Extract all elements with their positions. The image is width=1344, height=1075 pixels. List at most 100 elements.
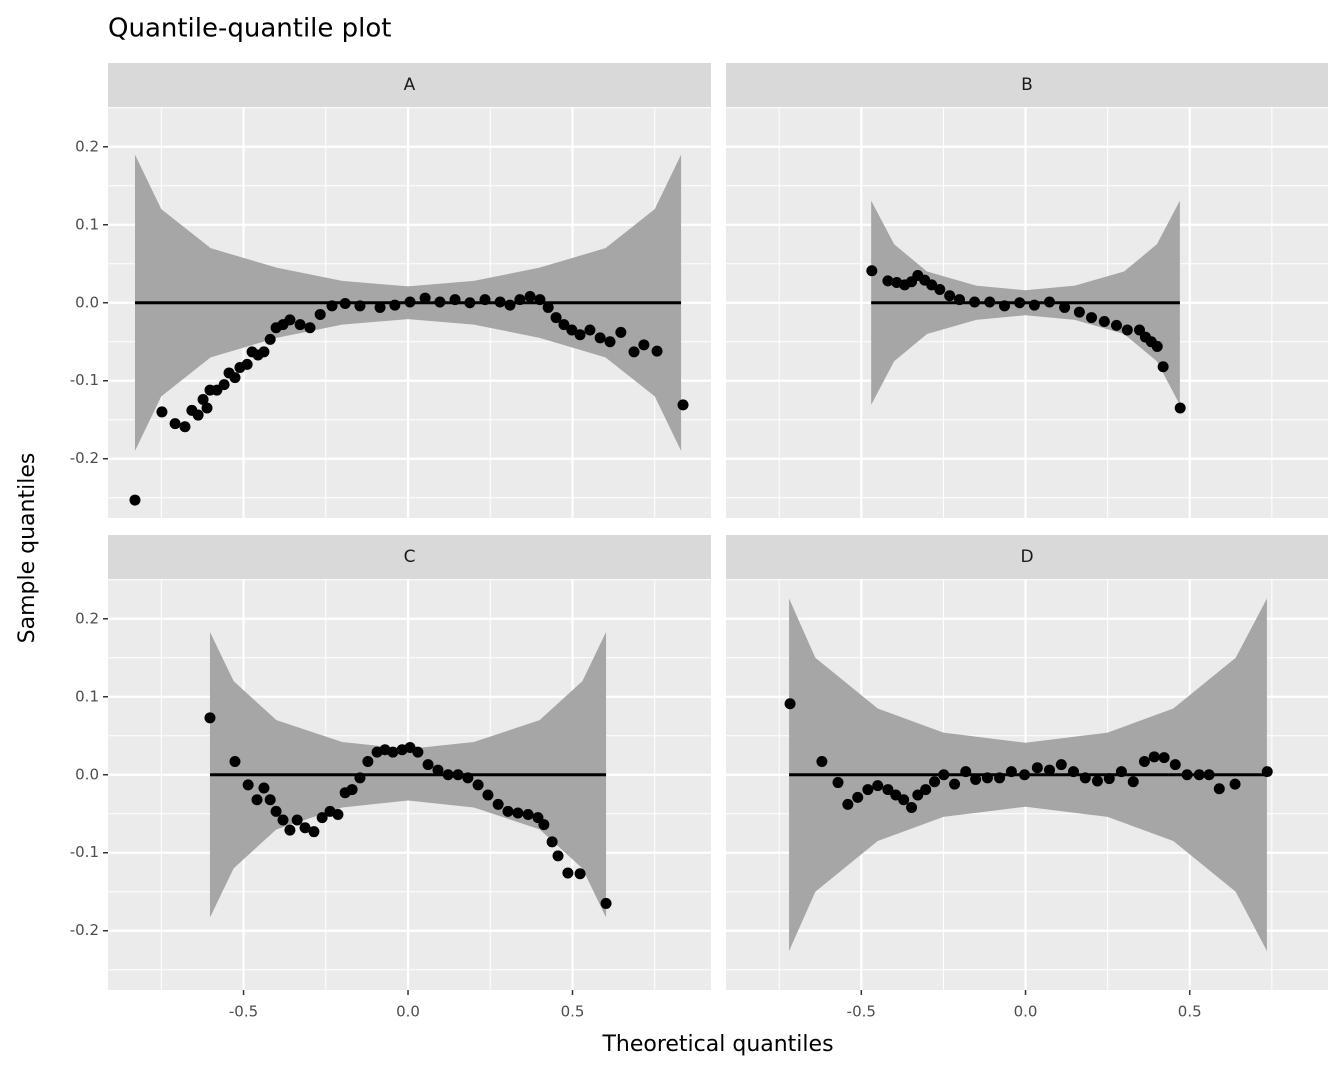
point: [472, 779, 484, 791]
point: [862, 784, 874, 796]
point: [299, 822, 311, 834]
point: [502, 805, 514, 817]
point: [304, 322, 316, 334]
y-tick-label: -0.1: [70, 843, 99, 861]
strip-label: D: [1020, 547, 1033, 567]
point: [994, 772, 1006, 784]
point: [404, 296, 416, 308]
point: [677, 399, 689, 411]
y-tick-label: -0.1: [70, 371, 99, 389]
point: [1073, 306, 1085, 318]
y-tick-label: 0.1: [75, 215, 99, 233]
point: [1019, 769, 1031, 781]
x-tick-label: -0.5: [229, 1003, 258, 1021]
y-tick-label: -0.2: [70, 921, 99, 939]
point: [926, 279, 938, 291]
point: [1138, 755, 1150, 767]
point: [1121, 324, 1133, 336]
point: [949, 778, 961, 790]
y-axis-title: Sample quantiles: [15, 453, 40, 644]
point: [258, 782, 270, 794]
point: [339, 298, 351, 310]
point: [938, 769, 950, 781]
point: [422, 759, 434, 771]
x-tick-label: 0.0: [396, 1003, 420, 1021]
x-tick-label: 0.5: [561, 1003, 585, 1021]
point: [1059, 301, 1071, 313]
point: [534, 294, 546, 306]
point: [197, 393, 209, 405]
point: [387, 746, 399, 758]
point: [1261, 766, 1273, 778]
point: [464, 297, 476, 309]
y-tick-label: 0.0: [75, 293, 99, 311]
point: [512, 807, 524, 819]
point: [969, 296, 981, 308]
point: [784, 698, 796, 710]
point: [1043, 764, 1055, 776]
point: [1229, 778, 1241, 790]
point: [374, 301, 386, 313]
point: [346, 784, 358, 796]
point: [1148, 751, 1160, 763]
point: [201, 402, 213, 414]
point: [594, 332, 606, 344]
point: [912, 789, 924, 801]
y-tick-label: 0.2: [75, 137, 99, 155]
point: [574, 329, 586, 341]
point: [332, 809, 344, 821]
point: [270, 805, 282, 817]
point: [1098, 315, 1110, 327]
point: [1005, 766, 1017, 778]
point: [558, 319, 570, 331]
point: [284, 314, 296, 326]
point: [514, 294, 526, 306]
point: [504, 299, 516, 311]
point: [1028, 299, 1040, 311]
point: [218, 379, 230, 391]
y-tick-label: 0.2: [75, 609, 99, 627]
point: [242, 779, 254, 791]
point: [241, 358, 253, 370]
y-tick-label: 0.0: [75, 765, 99, 783]
point: [638, 339, 650, 351]
point: [258, 346, 270, 358]
y-tick-label: 0.1: [75, 687, 99, 705]
point: [882, 784, 894, 796]
point: [264, 794, 276, 806]
point: [929, 776, 941, 788]
strip-label: A: [404, 75, 416, 95]
point: [816, 755, 828, 767]
point: [419, 292, 431, 304]
point: [550, 312, 562, 324]
point: [944, 290, 956, 302]
point: [960, 766, 972, 778]
point: [584, 324, 596, 336]
point: [615, 326, 627, 338]
point: [999, 300, 1011, 312]
point: [1181, 769, 1193, 781]
point: [1127, 776, 1139, 788]
x-tick-label: -0.5: [847, 1003, 876, 1021]
point: [1043, 296, 1055, 308]
point: [291, 814, 303, 826]
point: [898, 794, 910, 806]
x-tick-label: 0.5: [1178, 1003, 1202, 1021]
strip: [108, 535, 711, 579]
point: [1055, 759, 1067, 771]
point: [842, 798, 854, 810]
point: [229, 372, 241, 384]
point: [651, 345, 663, 357]
point: [494, 296, 506, 308]
point: [434, 296, 446, 308]
point: [1203, 769, 1215, 781]
point: [204, 712, 216, 724]
point: [482, 789, 494, 801]
point: [552, 850, 564, 862]
point: [179, 421, 191, 433]
point: [1110, 319, 1122, 331]
point: [1213, 783, 1225, 795]
point: [1086, 312, 1098, 324]
point: [1169, 759, 1181, 771]
